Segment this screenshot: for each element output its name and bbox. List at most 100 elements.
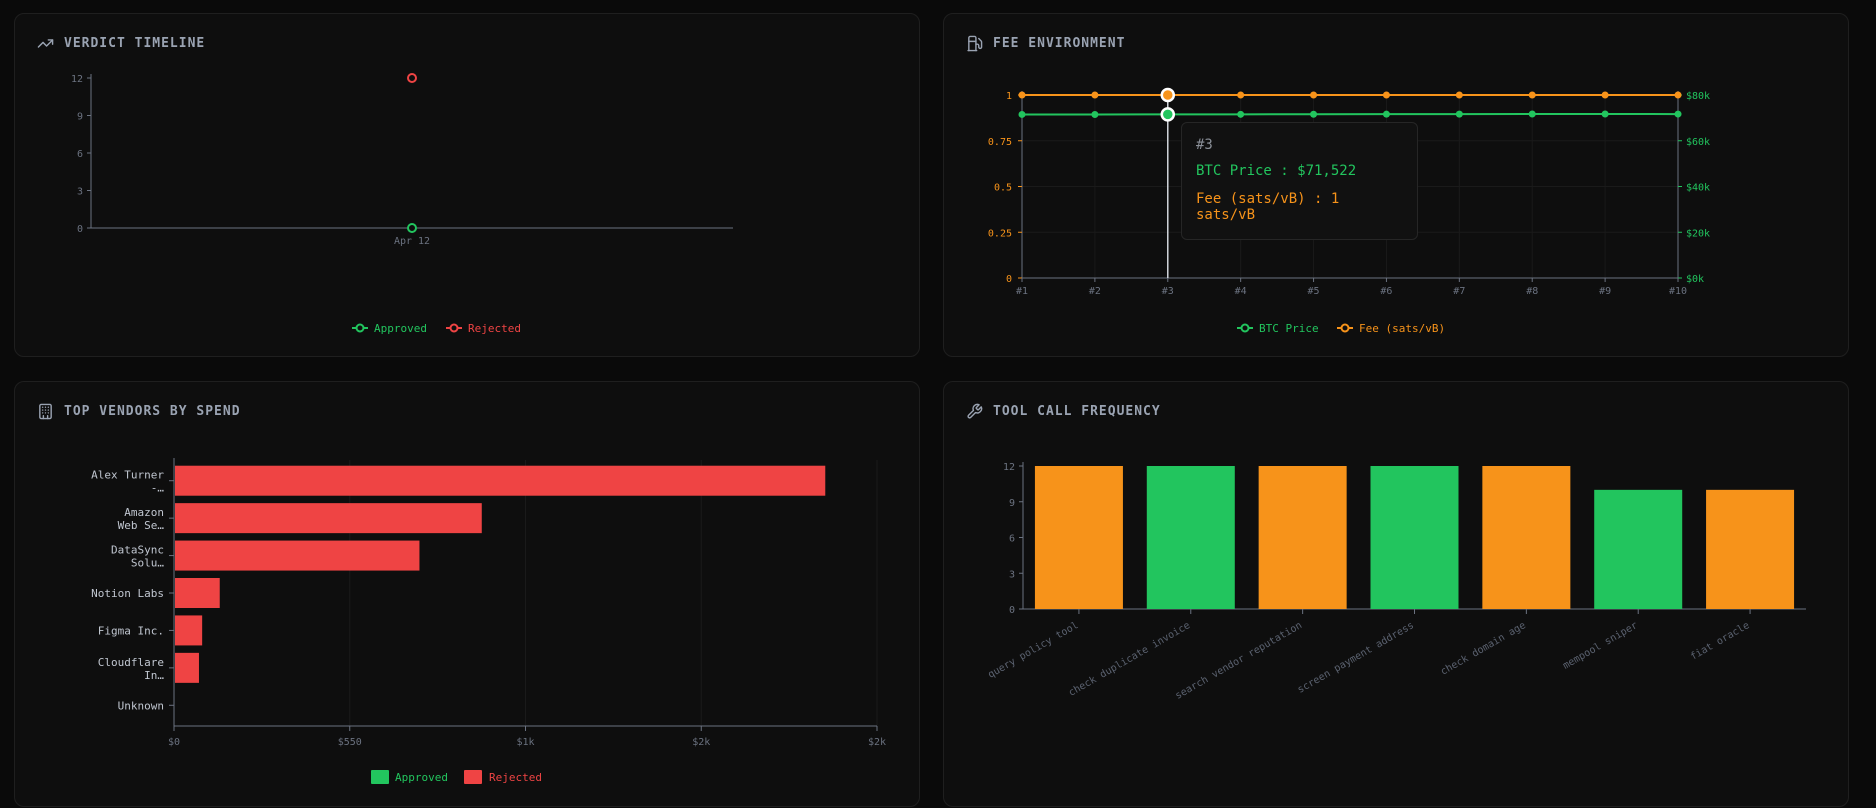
legend-approved-swatch	[371, 770, 389, 784]
x-tick-label: Apr 12	[394, 236, 430, 247]
y-tick-label-left: 0.25	[988, 228, 1012, 239]
legend-approved-label: Approved	[395, 771, 448, 784]
y-tick-label-left: 0	[1006, 274, 1012, 285]
data-point	[1237, 110, 1245, 118]
bar-mempool-sniper	[1594, 489, 1683, 609]
vendor-label: Alex Turner -…	[91, 469, 164, 495]
vendor-label-line: Cloudflare	[98, 656, 164, 669]
top-vendors-chart[interactable]: $0 $550 $1k $2k $2k Alex Turner -… Amazon Web Se…	[15, 382, 921, 808]
vendor-label: DataSync Solu…	[111, 544, 164, 570]
x-tick-label: #4	[1235, 286, 1247, 297]
y-tick-label-right: $40k	[1686, 183, 1710, 194]
legend-btc-price-label: BTC Price	[1259, 322, 1319, 335]
active-point	[1160, 107, 1176, 122]
x-tick-label: query policy tool	[986, 620, 1080, 681]
bar-rejected	[175, 652, 199, 683]
tool-call-frequency-header: TOOL CALL FREQUENCY	[966, 403, 1161, 420]
top-vendors-title: TOP VENDORS BY SPEND	[64, 404, 241, 419]
verdict-timeline-chart[interactable]: 0 3 6 9 12 Apr 12 Approved Rejected	[15, 14, 921, 358]
data-point	[1455, 91, 1463, 99]
legend-approved-swatch-dot	[355, 323, 365, 333]
data-point	[1091, 91, 1099, 99]
bar-query-policy-tool	[1034, 466, 1123, 609]
x-tick-label: $0	[168, 737, 180, 748]
y-tick-label: 9	[77, 112, 83, 123]
verdict-timeline-panel: VERDICT TIMELINE 0 3 6 9 12 Apr 12 Approved Rej…	[14, 13, 920, 357]
x-tick-label: #8	[1526, 286, 1538, 297]
y-tick-label-right: $0k	[1686, 274, 1704, 285]
vendor-label-line: Amazon	[124, 506, 164, 519]
bar-rejected	[175, 615, 203, 646]
x-tick-label: check domain age	[1439, 620, 1528, 678]
bar-fiat-oracle	[1706, 489, 1795, 609]
y-tick-label: 12	[71, 74, 83, 85]
x-tick-label: screen payment address	[1296, 620, 1416, 696]
bar-rejected	[175, 540, 420, 571]
top-vendors-panel: TOP VENDORS BY SPEND $0 $550 $1k $2k $2k Alex…	[14, 381, 920, 807]
x-tick-label: check duplicate invoice	[1067, 620, 1192, 699]
legend-rejected-label: Rejected	[489, 771, 542, 784]
data-point	[1237, 91, 1245, 99]
data-point	[1310, 91, 1318, 99]
bar-rejected	[175, 465, 826, 496]
y-tick-label-left: 0.5	[994, 183, 1012, 194]
legend-rejected-swatch-dot	[449, 323, 459, 333]
data-point	[1674, 91, 1682, 99]
vendor-label-line: Alex Turner	[91, 469, 164, 482]
fuel-pump-icon	[967, 35, 983, 52]
data-point	[1528, 91, 1536, 99]
x-tick-label: #1	[1016, 286, 1028, 297]
legend-btc-price-swatch-dot	[1240, 323, 1250, 333]
data-point	[1674, 110, 1682, 118]
vendor-label-line: -…	[151, 482, 165, 495]
verdict-timeline-title: VERDICT TIMELINE	[64, 36, 206, 51]
y-tick-label-right: $20k	[1686, 228, 1710, 239]
bar-rejected	[175, 503, 482, 534]
series-line-btc-price	[1021, 112, 1679, 116]
tool-call-frequency-panel: TOOL CALL FREQUENCY 0 3 6 9 12 query policy t…	[943, 381, 1849, 807]
vendor-label: Unknown	[118, 699, 164, 712]
vendor-label-line: DataSync	[111, 544, 164, 557]
data-point	[1601, 110, 1609, 118]
verdict-timeline-header: VERDICT TIMELINE	[37, 35, 205, 52]
y-tick-label: 3	[77, 187, 83, 198]
tooltip-fee: Fee (sats/vB) : 1 sats/vB	[1196, 191, 1340, 223]
x-tick-label: $550	[338, 737, 362, 748]
x-tick-label: #9	[1599, 286, 1611, 297]
bar-check-duplicate-invoice	[1146, 466, 1235, 609]
legend-rejected-swatch	[464, 770, 482, 784]
legend-approved-label: Approved	[374, 322, 427, 335]
x-tick-label: $2k	[692, 737, 710, 748]
y-tick-label: 6	[1009, 534, 1015, 545]
wrench-icon	[967, 403, 983, 419]
point-approved	[407, 223, 417, 233]
y-tick-label: 3	[1009, 569, 1015, 580]
chart-tooltip: #3 BTC Price : $71,522 Fee (sats/vB) : 1…	[1181, 122, 1418, 240]
x-tick-label: $2k	[868, 737, 886, 748]
data-point	[1382, 110, 1390, 118]
bar-check-domain-age	[1482, 466, 1571, 609]
fee-environment-panel: FEE ENVIRONMENT 0 0.25 0.5 0.75 1 $0k $20k $40k…	[943, 13, 1849, 357]
vendor-label: Figma Inc.	[98, 624, 164, 637]
vendor-label: Cloudflare In…	[98, 656, 165, 682]
y-tick-label: 6	[77, 149, 83, 160]
bar-screen-payment-address	[1370, 466, 1459, 609]
legend-fee-label: Fee (sats/vB)	[1359, 322, 1445, 335]
active-point	[1160, 87, 1176, 103]
y-tick-label: 0	[1009, 605, 1015, 616]
fee-environment-title: FEE ENVIRONMENT	[993, 36, 1126, 51]
trending-up-icon	[37, 39, 54, 48]
x-tick-label: #10	[1669, 286, 1687, 297]
x-tick-label: #2	[1089, 286, 1101, 297]
x-tick-label: #5	[1308, 286, 1320, 297]
building-icon	[39, 403, 52, 420]
data-point	[1455, 110, 1463, 118]
vendor-label: Notion Labs	[91, 587, 164, 600]
y-tick-label-left: 1	[1006, 91, 1012, 102]
x-tick-label: mempool sniper	[1561, 620, 1640, 672]
y-tick-label: 0	[77, 224, 83, 235]
data-point	[1382, 91, 1390, 99]
data-point	[1310, 110, 1318, 118]
x-tick-label: #6	[1380, 286, 1392, 297]
